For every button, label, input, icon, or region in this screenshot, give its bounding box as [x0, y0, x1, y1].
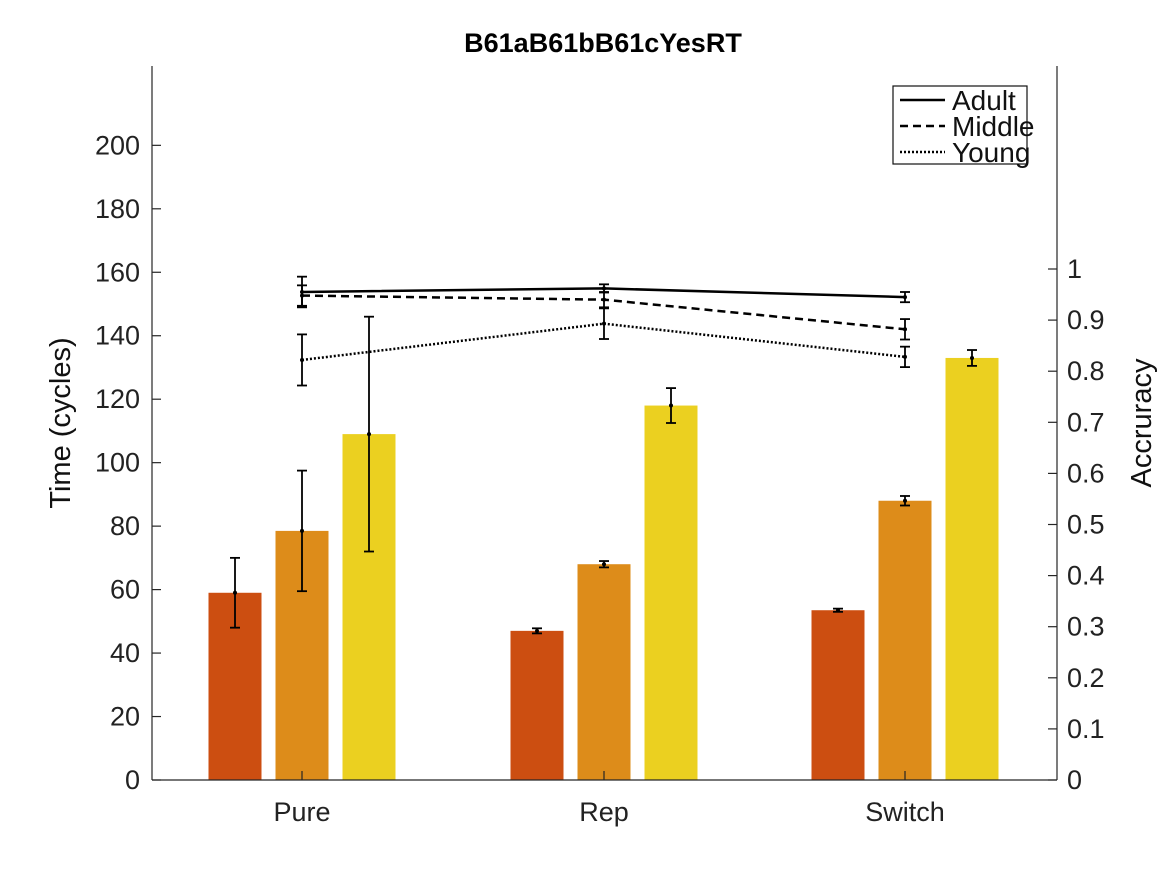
line-point — [903, 354, 907, 359]
y2-tick-label: 0.3 — [1067, 612, 1105, 642]
bar-mean-dot — [535, 628, 539, 633]
bar-mean-dot — [970, 355, 974, 360]
bar — [945, 357, 999, 780]
y-tick-label: 40 — [110, 638, 140, 668]
y-tick-label: 60 — [110, 575, 140, 605]
y2-tick-label: 0.4 — [1067, 561, 1105, 591]
y2-tick-label: 1 — [1067, 254, 1082, 284]
y2-tick-label: 0.1 — [1067, 714, 1105, 744]
y2-tick-label: 0.2 — [1067, 663, 1105, 693]
bar-mean-dot — [233, 590, 237, 595]
y-tick-label: 200 — [95, 130, 140, 160]
legend-label-adult: Adult — [952, 85, 1016, 116]
line-point — [300, 293, 304, 298]
bar-mean-dot — [836, 608, 840, 613]
legend-label-middle: Middle — [952, 111, 1034, 142]
line-point — [903, 295, 907, 300]
bar — [811, 610, 865, 780]
y2-tick-label: 0.7 — [1067, 407, 1105, 437]
y-tick-label: 120 — [95, 384, 140, 414]
chart-title: B61aB61bB61cYesRT — [464, 28, 742, 58]
y-tick-label: 80 — [110, 511, 140, 541]
y-tick-label: 100 — [95, 448, 140, 478]
bar — [577, 564, 631, 780]
bar-mean-dot — [300, 528, 304, 533]
right-axis-ticks: 0 0.1 0.2 0.3 0.4 0.5 0.6 0.7 0.8 0.9 1 — [1048, 254, 1105, 795]
y2-tick-label: 0.6 — [1067, 458, 1105, 488]
legend-label-young: Young — [952, 137, 1030, 168]
y2-tick-label: 0.5 — [1067, 510, 1105, 540]
y2-tick-label: 0 — [1067, 765, 1082, 795]
y-tick-label: 140 — [95, 321, 140, 351]
bar-mean-dot — [669, 403, 673, 408]
x-tick-label: Rep — [579, 797, 629, 827]
y-tick-label: 20 — [110, 702, 140, 732]
bar-mean-dot — [367, 432, 371, 437]
x-axis-ticks: Pure Rep Switch — [273, 771, 945, 827]
line-point — [903, 327, 907, 332]
left-axis-ticks: 0 20 40 60 80 100 120 140 160 180 200 — [95, 130, 161, 795]
y-tick-label: 160 — [95, 257, 140, 287]
line-point — [602, 297, 606, 302]
line-point — [602, 286, 606, 291]
line-point — [602, 321, 606, 326]
legend: Adult Middle Young — [892, 85, 1034, 168]
line-point — [300, 357, 304, 362]
bar — [644, 405, 698, 780]
bar-mean-dot — [602, 562, 606, 567]
bar — [510, 630, 564, 780]
y-tick-label: 0 — [125, 765, 140, 795]
bar — [878, 500, 932, 780]
line-layer — [297, 275, 910, 387]
y2-tick-label: 0.8 — [1067, 356, 1105, 386]
y-tick-label: 180 — [95, 194, 140, 224]
bar-layer — [208, 315, 999, 780]
y2-tick-label: 0.9 — [1067, 305, 1105, 335]
bar-mean-dot — [903, 498, 907, 503]
x-tick-label: Switch — [865, 797, 945, 827]
x-tick-label: Pure — [273, 797, 330, 827]
y2-axis-label: Accruracy — [1126, 358, 1158, 487]
y-axis-label: Time (cycles) — [45, 337, 77, 508]
